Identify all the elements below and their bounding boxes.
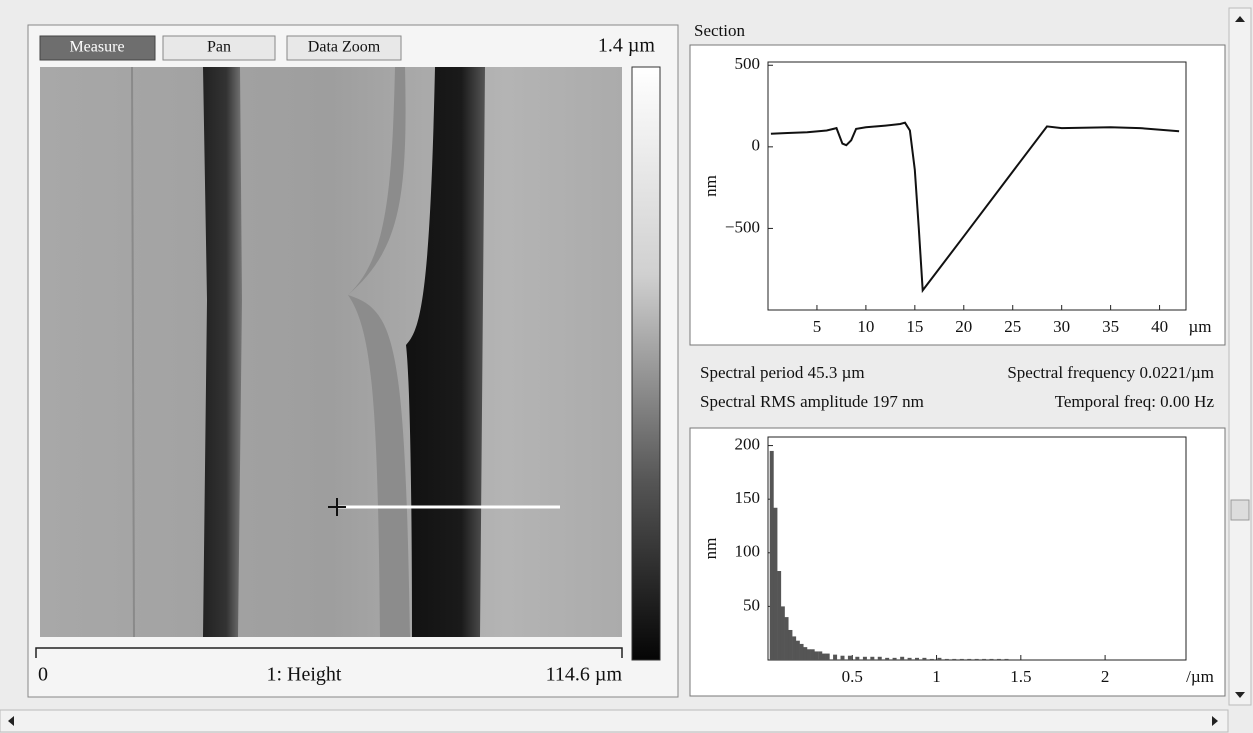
- x-tick-label: 30: [1053, 317, 1070, 336]
- y-tick-label: 0: [752, 136, 761, 155]
- bar: [959, 658, 964, 660]
- bar: [810, 649, 815, 660]
- bar: [792, 636, 797, 660]
- scale-max: 1.4 µm: [598, 35, 656, 57]
- x-tick-label: 25: [1004, 317, 1021, 336]
- scroll-left[interactable]: [8, 716, 14, 726]
- bar: [922, 657, 927, 660]
- bar: [818, 651, 823, 660]
- bar: [907, 657, 912, 660]
- bar: [769, 450, 774, 660]
- plot-area: [767, 61, 1187, 311]
- scroll-down[interactable]: [1235, 692, 1245, 698]
- x-tick-label: 2: [1101, 667, 1110, 686]
- y-axis-label: nm: [701, 538, 720, 560]
- x-axis-unit: /µm: [1186, 667, 1214, 686]
- afm-image: [40, 66, 622, 638]
- bar: [773, 507, 778, 660]
- data-zoom-button[interactable]: [286, 35, 402, 61]
- bar: [803, 647, 808, 660]
- vertical-scrollbar[interactable]: [1228, 7, 1252, 706]
- bar: [795, 640, 800, 660]
- channel-label: 1: Height: [267, 664, 342, 686]
- x-tick-label: 10: [857, 317, 874, 336]
- bar: [814, 651, 819, 660]
- color-bar: [631, 66, 661, 661]
- bar: [788, 629, 793, 660]
- bar: [840, 655, 845, 660]
- bar: [870, 656, 875, 660]
- scale-end: 114.6 µm: [546, 664, 623, 686]
- x-tick-label: 15: [906, 317, 923, 336]
- bar: [777, 571, 782, 660]
- pan-button[interactable]: [162, 35, 276, 61]
- bar: [989, 658, 994, 660]
- scroll-up[interactable]: [1235, 16, 1245, 22]
- y-axis-label: nm: [701, 175, 720, 197]
- y-tick-label: 500: [735, 54, 761, 73]
- horizontal-scrollbar[interactable]: [0, 709, 1229, 733]
- bar: [780, 606, 785, 660]
- x-tick-label: 5: [813, 317, 822, 336]
- y-tick-label: 50: [743, 595, 760, 614]
- bar: [929, 658, 934, 660]
- measure-button[interactable]: [39, 35, 156, 61]
- y-tick-label: 100: [735, 542, 761, 561]
- x-tick-label: 1.5: [1010, 667, 1031, 686]
- x-tick-label: 20: [955, 317, 972, 336]
- bar: [982, 658, 987, 660]
- bar: [847, 655, 852, 660]
- bar: [944, 658, 949, 660]
- bar: [821, 653, 826, 660]
- info-text: Temporal freq: 0.00 Hz: [1055, 392, 1215, 411]
- y-tick-label: 200: [735, 434, 761, 453]
- bar: [833, 654, 838, 660]
- x-tick-label: 1: [932, 667, 941, 686]
- section-line: [770, 121, 1180, 294]
- bar: [996, 658, 1001, 660]
- bar: [799, 643, 804, 660]
- plot-area: [767, 436, 1187, 661]
- bar: [952, 658, 957, 660]
- x-tick-label: 0.5: [842, 667, 863, 686]
- bar: [784, 617, 789, 660]
- bar: [900, 656, 905, 660]
- bar: [1004, 658, 1009, 660]
- bar: [937, 657, 942, 660]
- bar: [892, 657, 897, 660]
- scale-start: 0: [38, 664, 48, 686]
- bar: [967, 658, 972, 660]
- bar: [974, 658, 979, 660]
- x-axis-unit: µm: [1188, 317, 1211, 336]
- bar: [855, 656, 860, 660]
- scroll-thumb[interactable]: [1230, 499, 1250, 521]
- scale-bracket: [35, 647, 623, 658]
- button-label[interactable]: Data Zoom: [308, 39, 381, 56]
- info-text: Spectral frequency 0.0221/µm: [1007, 363, 1214, 382]
- bar: [862, 656, 867, 660]
- scroll-right[interactable]: [1212, 716, 1218, 726]
- bar: [914, 657, 919, 660]
- bar: [806, 649, 811, 660]
- bar: [877, 656, 882, 660]
- info-text: Spectral RMS amplitude 197 nm: [700, 392, 924, 411]
- x-tick-label: 40: [1151, 317, 1168, 336]
- y-tick-label: −500: [725, 217, 760, 236]
- section-title: Section: [694, 21, 745, 40]
- y-tick-label: 150: [735, 488, 761, 507]
- bar: [825, 653, 830, 660]
- button-label[interactable]: Measure: [69, 39, 124, 56]
- button-label[interactable]: Pan: [207, 39, 231, 56]
- bar: [885, 657, 890, 660]
- info-text: Spectral period 45.3 µm: [700, 363, 865, 382]
- x-tick-label: 35: [1102, 317, 1119, 336]
